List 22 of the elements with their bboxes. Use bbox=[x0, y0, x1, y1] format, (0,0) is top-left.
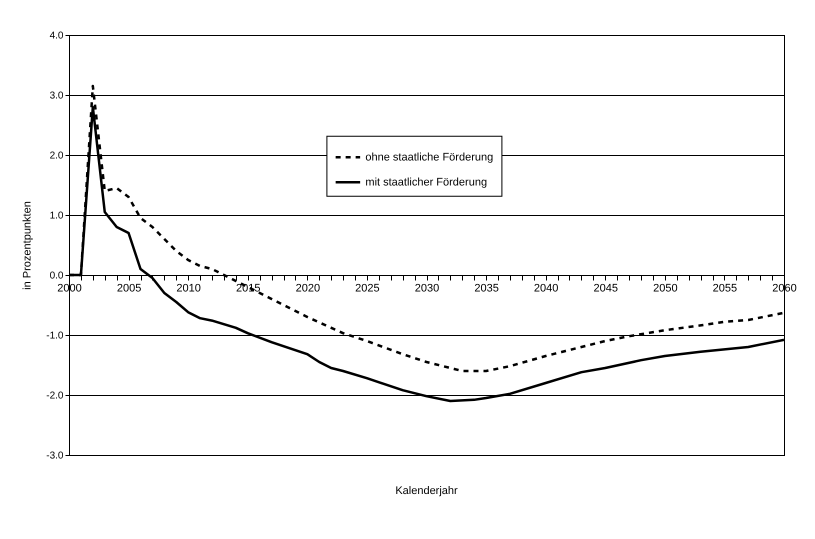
x-tick-label: 2045 bbox=[594, 282, 618, 294]
x-tick-label: 2030 bbox=[414, 282, 440, 294]
x-tick-label: 2010 bbox=[176, 282, 201, 294]
x-tick-label: 2050 bbox=[653, 282, 678, 294]
y-tick-label: -2.0 bbox=[46, 390, 64, 402]
y-tick-label: 3.0 bbox=[50, 90, 64, 102]
y-tick-label: 4.0 bbox=[50, 30, 64, 42]
x-tick-label: 2040 bbox=[534, 282, 558, 294]
legend-label: ohne staatliche Förderung bbox=[365, 151, 494, 164]
x-tick-label: 2055 bbox=[712, 282, 738, 294]
x-tick-label: 2025 bbox=[355, 282, 380, 294]
y-tick-label: 0.0 bbox=[50, 270, 64, 282]
x-tick-label: 2020 bbox=[296, 282, 320, 294]
x-tick-label: 2035 bbox=[474, 282, 499, 294]
y-tick-label: 1.0 bbox=[50, 210, 64, 222]
legend-label: mit staatlicher Förderung bbox=[365, 176, 488, 188]
y-axis-title: in Prozentpunkten bbox=[21, 201, 34, 290]
y-tick-label: -1.0 bbox=[46, 330, 64, 342]
x-axis-title: Kalenderjahr bbox=[395, 485, 458, 497]
y-tick-label: -3.0 bbox=[46, 450, 64, 462]
y-tick-label: 2.0 bbox=[50, 150, 64, 162]
x-tick-label: 2005 bbox=[116, 282, 142, 294]
